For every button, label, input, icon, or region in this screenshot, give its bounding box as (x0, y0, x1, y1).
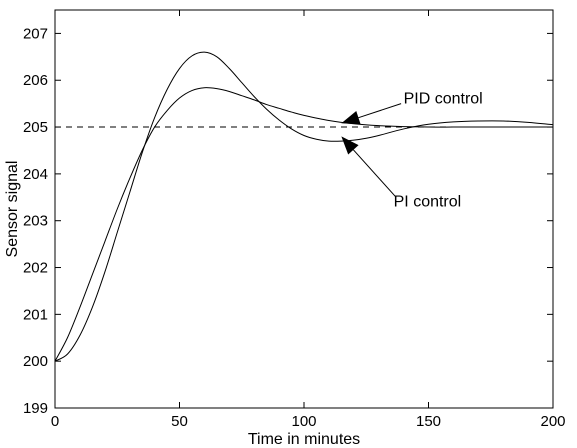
x-tick-label: 150 (416, 413, 441, 430)
annotations-layer: PID control PI control (341, 91, 483, 211)
x-tick-label: 200 (540, 413, 565, 430)
x-tick-label: 50 (171, 413, 188, 430)
ticks-layer: 0 50 100 150 200 199 200 201 202 203 204 205 206 207 (23, 10, 566, 430)
pi-control-curve (54, 51, 554, 362)
pid-control-label: PID control (404, 91, 483, 108)
pi-arrow-head (341, 136, 359, 155)
pi-control-label: PI control (394, 194, 462, 211)
y-axis-label: Sensor signal (4, 161, 21, 258)
y-tick-label: 200 (23, 353, 48, 370)
pid-control-curve (54, 87, 553, 362)
y-tick-label: 201 (23, 306, 48, 323)
series-layer (54, 51, 554, 362)
x-axis-label: Time in minutes (248, 431, 360, 448)
y-tick-label: 202 (23, 260, 48, 277)
x-tick-label: 100 (291, 413, 316, 430)
y-tick-label: 204 (23, 166, 48, 183)
pid-arrow-head (341, 111, 361, 125)
y-tick-label: 199 (23, 400, 48, 417)
y-tick-label: 205 (23, 119, 48, 136)
pid-arrow-line (358, 103, 402, 119)
pi-arrow-line (353, 149, 397, 198)
x-tick-label: 0 (51, 413, 59, 430)
y-tick-label: 207 (23, 25, 48, 42)
y-tick-label: 203 (23, 213, 48, 230)
y-tick-label: 206 (23, 72, 48, 89)
plot-frame (54, 9, 554, 409)
